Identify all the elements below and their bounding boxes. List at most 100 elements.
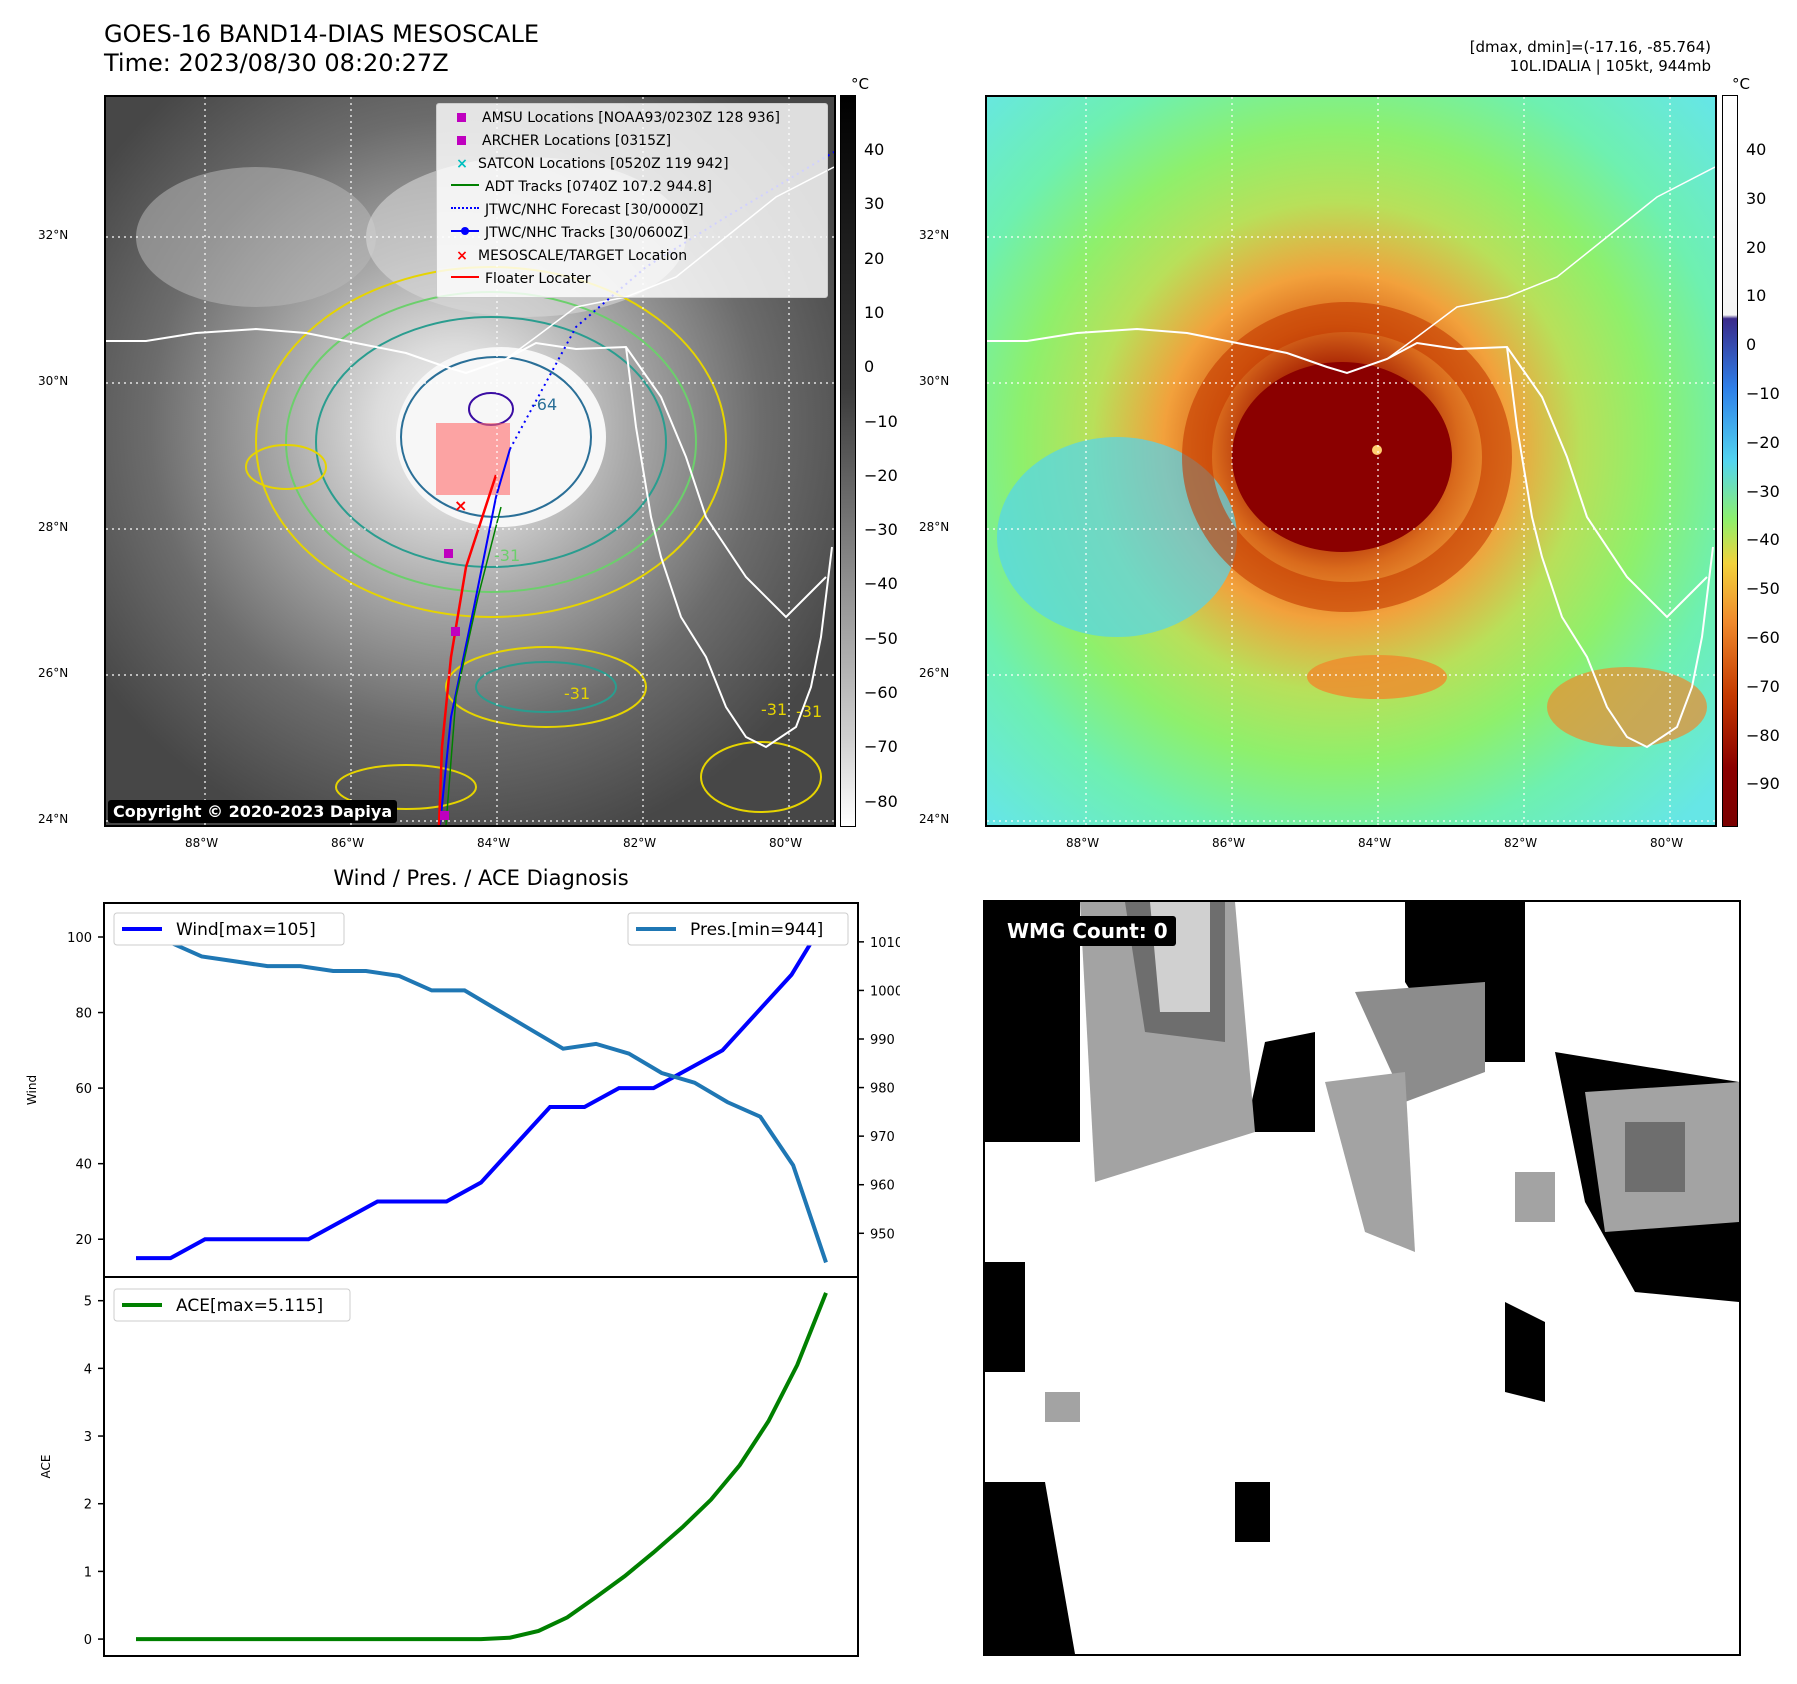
target-marker: × xyxy=(454,496,467,515)
adt-track xyxy=(445,506,502,825)
legend-item-archer: ARCHER Locations [0315Z] xyxy=(451,130,827,153)
colorbar-tick-label: 40 xyxy=(1746,140,1767,159)
wmg-svg xyxy=(985,902,1739,1654)
y-axis-label: Wind xyxy=(25,1075,39,1105)
figure-title: GOES-16 BAND14-DIAS MESOSCALE Time: 2023… xyxy=(104,20,539,78)
contour-label: -31 xyxy=(494,546,520,565)
contour-yellow xyxy=(700,741,822,813)
ir-colorbar-ticks: 40 30 20 10 0 −10 −20 −30 −40 −50 −60 −70 −80 xyxy=(864,95,924,827)
coastline-florida xyxy=(1506,346,1714,749)
x-marker-icon: × xyxy=(456,248,468,264)
series-line xyxy=(136,1292,828,1642)
colorbar-tick-label: 0 xyxy=(1746,335,1757,355)
colorbar-tick-label: −40 xyxy=(1746,530,1780,550)
colorbar-unit: °C xyxy=(1732,75,1750,93)
line-marker-icon xyxy=(451,276,479,278)
floater-track xyxy=(437,474,498,825)
y-tick-label: 4 xyxy=(84,1362,92,1377)
convection-band xyxy=(1307,655,1447,699)
colorbar-tick-label: 30 xyxy=(864,194,885,214)
colorbar-tick-label: 20 xyxy=(864,248,885,268)
y-tick-label: 2 xyxy=(84,1498,92,1513)
colorbar-tick-label: 40 xyxy=(864,140,885,159)
colorbar-tick-label: −70 xyxy=(1746,676,1780,696)
eye xyxy=(1372,445,1382,455)
dotted-line-icon xyxy=(451,207,479,209)
lon-label: 86°W xyxy=(1212,836,1246,850)
y2-tick-label: 1010 xyxy=(870,936,900,951)
colorbar-tick-label: 20 xyxy=(1746,237,1767,257)
lon-label: 88°W xyxy=(185,836,219,850)
y-tick-label: 60 xyxy=(75,1082,92,1097)
square-marker-icon xyxy=(457,113,466,122)
y-tick-label: 5 xyxy=(84,1295,92,1310)
lat-label: 28°N xyxy=(919,520,950,534)
y-tick-label: 100 xyxy=(67,931,92,946)
contour-teal xyxy=(315,316,667,568)
wmg-gray-region xyxy=(1515,1172,1555,1222)
legend-item-adt: ADT Tracks [0740Z 107.2 944.8] xyxy=(451,176,827,199)
colorbar-tick-label: −90 xyxy=(1746,774,1780,794)
colorbar-tick-label: −80 xyxy=(864,791,898,811)
lon-label: 82°W xyxy=(623,836,657,850)
colorbar-tick-label: −70 xyxy=(864,737,898,757)
lat-label: 26°N xyxy=(919,666,950,680)
legend-item-amsu: AMSU Locations [NOAA93/0230Z 128 936] xyxy=(451,107,827,130)
lon-label: 80°W xyxy=(769,836,803,850)
y2-tick-label: 1000 xyxy=(870,984,900,999)
line-marker-icon xyxy=(451,184,479,186)
contour-yellow xyxy=(245,444,327,490)
colorbar-tick-label: −80 xyxy=(1746,725,1780,745)
dias-map-svg xyxy=(987,97,1715,825)
info-line-2: 10L.IDALIA | 105kt, 944mb xyxy=(1509,57,1711,75)
lon-label: 88°W xyxy=(1066,836,1100,850)
amsu-marker xyxy=(444,549,453,558)
colorbar-tick-label: 10 xyxy=(1746,286,1767,306)
square-marker-icon xyxy=(457,136,466,145)
colorbar-tick-label: 10 xyxy=(864,302,885,322)
wmg-gray-region xyxy=(1045,1392,1080,1422)
wmg-panel: WMG Count: 0 xyxy=(983,900,1741,1656)
y-tick-label: 0 xyxy=(84,1633,92,1648)
colorbar-tick-label: −20 xyxy=(1746,432,1780,452)
wmg-black-region xyxy=(985,1482,1075,1654)
colorbar-tick-label: −30 xyxy=(864,520,898,540)
lat-label: 28°N xyxy=(38,520,69,534)
colorbar-tick-label: −10 xyxy=(1746,384,1780,403)
colorbar-unit: °C xyxy=(851,75,869,93)
storm-info: [dmax, dmin]=(-17.16, -85.764) 10L.IDALI… xyxy=(1470,38,1711,76)
y2-tick-label: 980 xyxy=(870,1082,895,1097)
ir-legend: AMSU Locations [NOAA93/0230Z 128 936] AR… xyxy=(436,103,828,298)
x-marker-icon: × xyxy=(456,156,468,172)
diagnosis-charts: Wind / Pres. / ACE Diagnosis204060801009… xyxy=(25,866,900,1657)
colorbar-tick-label: 30 xyxy=(1746,188,1767,208)
contour-teal xyxy=(475,661,617,713)
storm-core xyxy=(1232,362,1452,552)
dias-colorbar-ticks: 40 30 20 10 0 −10 −20 −30 −40 −50 −60 −70 −80 −90 xyxy=(1746,95,1791,827)
contour-label: -31 xyxy=(761,700,787,719)
dias-grid xyxy=(987,97,1715,825)
colorbar-tick-label: 0 xyxy=(864,357,875,377)
wmg-black-region xyxy=(985,902,1080,1142)
legend-box xyxy=(113,1288,351,1322)
cold-region xyxy=(997,437,1237,637)
y-axis-label: ACE xyxy=(39,1455,53,1479)
wmg-gray-region xyxy=(1625,1122,1685,1192)
legend-item-jtwc-tracks: JTWC/NHC Tracks [30/0600Z] xyxy=(451,222,827,245)
lat-label: 24°N xyxy=(38,812,69,826)
contour-yellow xyxy=(335,764,477,810)
lat-label: 30°N xyxy=(919,374,950,388)
chart-title: Wind / Pres. / ACE Diagnosis xyxy=(333,866,628,890)
coastline-florida xyxy=(625,346,833,749)
convection-band xyxy=(1547,667,1707,747)
colorbar-tick-label: −10 xyxy=(864,411,898,431)
lat-label: 24°N xyxy=(919,812,950,826)
contour-yellow xyxy=(445,646,647,728)
wmg-black-region xyxy=(985,1262,1025,1372)
legend-label: ACE[max=5.115] xyxy=(176,1296,323,1316)
lon-label: 80°W xyxy=(1650,836,1684,850)
y2-tick-label: 960 xyxy=(870,1179,895,1194)
chart-frame xyxy=(103,1276,859,1657)
legend-item-target: × MESOSCALE/TARGET Location xyxy=(451,245,827,268)
title-line-2: Time: 2023/08/30 08:20:27Z xyxy=(104,49,449,77)
